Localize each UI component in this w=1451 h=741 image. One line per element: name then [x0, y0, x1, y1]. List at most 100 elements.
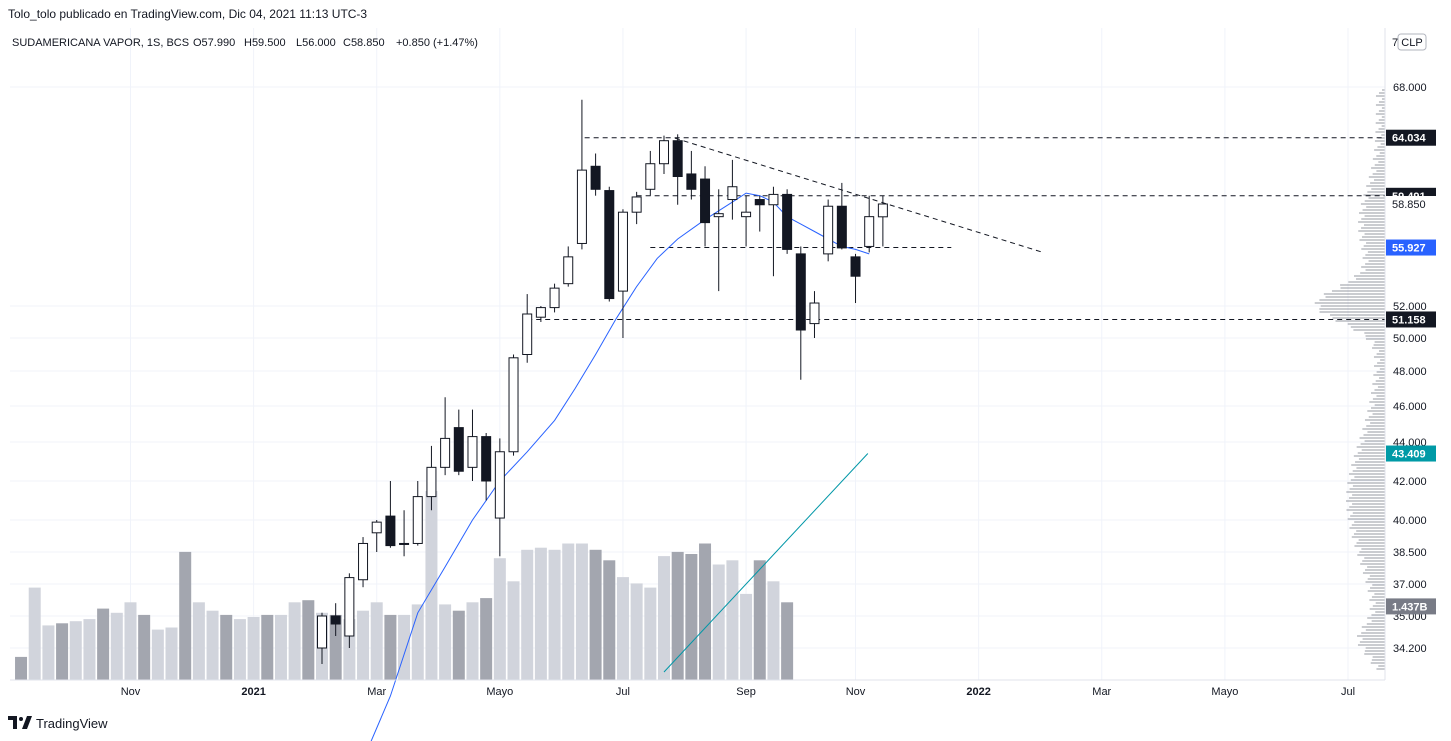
- candle-body: [617, 211, 628, 292]
- candle-body: [795, 253, 806, 331]
- volume-bar: [493, 558, 506, 680]
- volume-bar: [206, 610, 219, 680]
- price-badge-label: 51.158: [1392, 314, 1426, 326]
- y-tick-label: 38.500: [1393, 547, 1427, 559]
- currency-badge-partial: 7: [1392, 37, 1398, 49]
- volume-bar: [712, 564, 725, 680]
- price-axis: 68.00052.00050.00048.00046.00044.00042.0…: [1386, 82, 1436, 655]
- x-tick-label: Mar: [1092, 686, 1111, 698]
- candle-body: [727, 186, 738, 201]
- candle-body: [508, 357, 519, 453]
- candle: [467, 409, 478, 481]
- candle-body: [645, 163, 656, 190]
- trend-lines: [663, 137, 1044, 673]
- volume-bar: [288, 602, 301, 680]
- volume-bar: [753, 560, 766, 680]
- legend-open: O57.990: [193, 37, 235, 49]
- candle-body: [700, 178, 711, 224]
- price-badge-bg: [1386, 239, 1436, 256]
- price-badge-bg: [1386, 445, 1436, 462]
- candle-body: [467, 436, 478, 468]
- volume-bar: [192, 602, 205, 680]
- candle: [590, 153, 601, 196]
- volume-bar: [384, 614, 397, 680]
- candle: [317, 612, 327, 664]
- volume-bar: [521, 549, 534, 680]
- volume-bar: [589, 549, 602, 680]
- price-badge: 55.927: [1386, 239, 1436, 256]
- volume-bar: [233, 619, 246, 680]
- trend-line: [674, 137, 1044, 253]
- price-badge-bg: [1386, 311, 1436, 328]
- candle-body: [576, 169, 587, 244]
- candle: [768, 186, 779, 277]
- teal-line: [663, 453, 869, 673]
- candle-body: [426, 466, 437, 498]
- volume-bar: [56, 623, 69, 680]
- volume-bar: [575, 543, 588, 680]
- volume-bar: [302, 600, 315, 680]
- y-tick-label: 40.000: [1393, 515, 1427, 527]
- horizontal-levels: [527, 137, 1385, 320]
- candle: [371, 520, 382, 552]
- candle: [563, 246, 574, 287]
- candle-body: [754, 199, 765, 206]
- x-tick-label: Sep: [736, 686, 756, 698]
- candle: [672, 134, 683, 205]
- candle: [494, 438, 505, 557]
- candle: [823, 199, 834, 262]
- legend-symbol: SUDAMERICANA VAPOR, 1S, BCS: [12, 37, 189, 49]
- candle-body: [604, 190, 615, 300]
- volume-bar: [329, 614, 342, 680]
- volume-profile: [1314, 89, 1385, 670]
- price-badge-bg: [1386, 196, 1436, 212]
- volume-bar: [644, 587, 657, 680]
- candle-body: [741, 211, 752, 218]
- volume-bar: [110, 612, 123, 680]
- volume-bars: [15, 491, 794, 680]
- candle-body: [344, 577, 355, 637]
- candle-body: [877, 203, 888, 218]
- candle: [645, 150, 656, 196]
- candle: [522, 294, 533, 363]
- price-badge: 64.034: [1386, 129, 1436, 146]
- volume-bar: [630, 583, 643, 680]
- candle: [795, 246, 806, 380]
- candle: [836, 182, 847, 250]
- candle-body: [481, 436, 492, 482]
- candle: [617, 209, 628, 338]
- x-tick-label: Mayo: [486, 686, 513, 698]
- y-tick-label: 42.000: [1393, 476, 1427, 488]
- x-tick-label: Mar: [367, 686, 386, 698]
- candle-body: [563, 256, 574, 285]
- moving-average: [370, 192, 870, 741]
- volume-bar: [616, 577, 629, 680]
- volume-bar: [740, 593, 753, 680]
- volume-bar: [370, 602, 383, 680]
- currency-badge[interactable]: 7 CLP: [1392, 33, 1427, 51]
- volume-bar: [124, 602, 137, 680]
- y-tick-label: 37.000: [1393, 579, 1427, 591]
- candle-body: [549, 287, 560, 309]
- candle: [344, 573, 355, 648]
- volume-bar: [179, 551, 192, 680]
- candle: [604, 186, 615, 302]
- volume-bar: [247, 617, 260, 680]
- candle: [659, 135, 669, 174]
- time-axis: Nov 2021 Mar Mayo Jul Sep Nov 2022 Mar Mayo Jul: [121, 686, 1355, 698]
- y-tick-label: 48.000: [1393, 366, 1427, 378]
- candle: [385, 481, 396, 548]
- tradingview-logo-icon: [8, 716, 32, 729]
- candle: [809, 291, 820, 338]
- price-badge: 1.437B: [1386, 598, 1436, 615]
- ma-line: [370, 192, 870, 741]
- volume-bar: [165, 627, 178, 680]
- legend-high: H59.500: [244, 37, 286, 49]
- candle-body: [385, 515, 396, 547]
- volume-bar: [685, 554, 698, 680]
- candle-body: [535, 307, 546, 318]
- candle-body: [317, 615, 327, 649]
- candle: [399, 510, 410, 557]
- legend-close: C58.850: [343, 37, 385, 49]
